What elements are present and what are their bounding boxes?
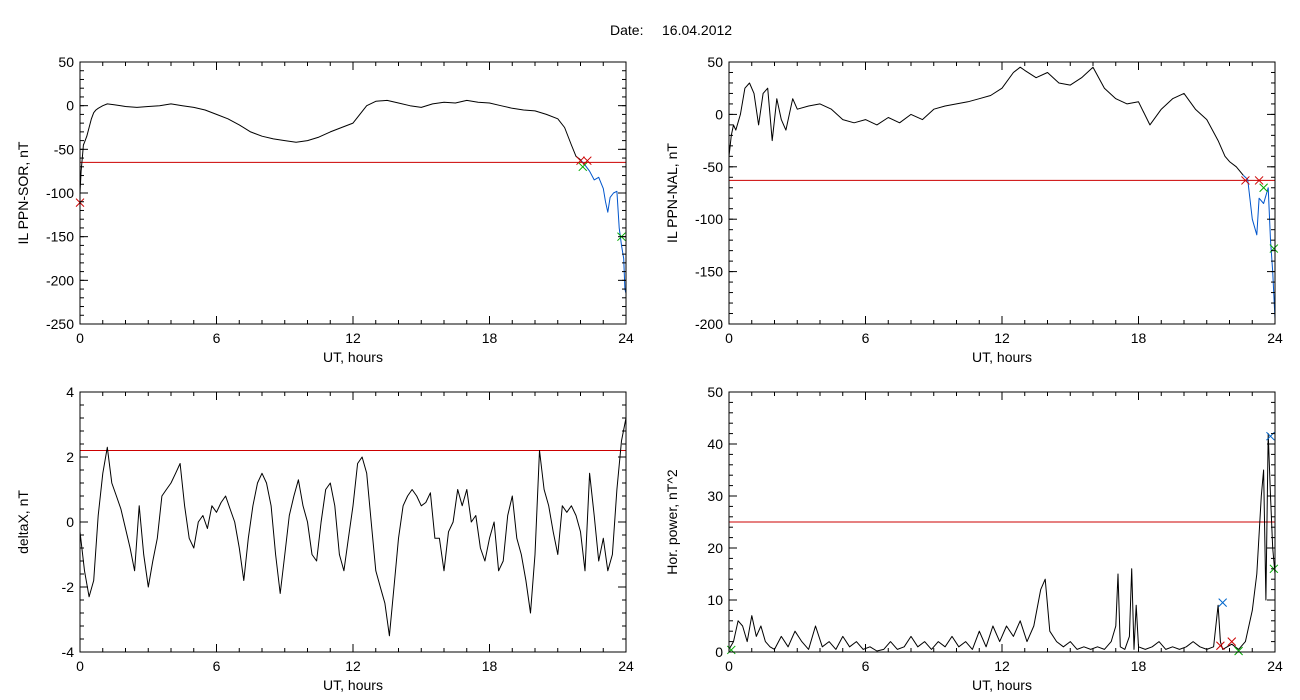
plot-il-ppn-nal: 0 6 12 18 24 50 0 -50 -100 -150 -200 UT, hours IL PP… [664,54,1283,365]
x-tick-label: 18 [1131,330,1147,346]
x-tick-label: 24 [618,658,634,674]
x-tick-label: 12 [994,658,1010,674]
marker-red-cross [1216,641,1225,651]
date-value: 16.04.2012 [662,22,732,38]
marker-green-cross [1269,244,1279,253]
y-tick-label: -4 [62,644,75,660]
x-axis-label: UT, hours [972,349,1032,365]
x-tick-label: 18 [482,330,498,346]
x-tick-label: 0 [725,658,733,674]
series-line [79,99,581,194]
y-tick-label: 0 [66,98,74,114]
y-tick-label: 10 [707,592,723,608]
y-tick-label: -100 [695,211,723,227]
x-tick-label: 12 [345,658,361,674]
x-tick-label: 6 [213,330,221,346]
x-tick-label: 24 [618,330,634,346]
x-tick-label: 12 [345,330,361,346]
plot-frame [79,391,627,653]
x-tick-label: 0 [76,330,84,346]
series-line [79,417,627,637]
y-tick-label: 50 [707,384,723,400]
marker-blue-cross [1218,598,1228,607]
series-line [728,66,1244,176]
marker-green-cross [578,162,588,172]
y-tick-label: -150 [695,264,723,280]
y-axis-label: deltaX, nT [15,490,31,554]
y-tick-label: 50 [707,54,723,70]
y-tick-label: 4 [66,384,74,400]
x-tick-label: 24 [1267,658,1283,674]
marker-red-cross [576,156,585,166]
marker-red-cross [1227,637,1237,646]
x-tick-label: 0 [76,658,84,674]
x-tick-label: 18 [1131,658,1147,674]
marker-green-cross [726,645,736,655]
y-tick-label: -250 [46,316,74,332]
plot-il-ppn-sor: 0 6 12 18 24 50 0 -50 -100 -150 -200 -250 UT, hours I… [15,54,634,365]
y-axis-label: IL PPN-SOR, nT [15,141,31,244]
plot-frame [79,61,627,325]
y-axis-label: Hor. power, nT^2 [664,469,680,575]
x-tick-label: 24 [1267,330,1283,346]
x-tick-label: 0 [725,330,733,346]
marker-red-cross [582,156,592,166]
y-tick-label: 50 [58,54,74,70]
y-tick-label: 0 [66,514,74,530]
y-tick-label: 40 [707,436,723,452]
y-tick-label: -100 [46,185,74,201]
y-tick-label: -200 [695,316,723,332]
x-tick-label: 12 [994,330,1010,346]
marker-green-cross [1259,183,1268,193]
x-tick-label: 6 [213,658,221,674]
series-event-line [580,159,627,294]
y-axis-label: IL PPN-NAL, nT [664,143,680,243]
series-event-line [1242,174,1276,319]
x-axis-label: UT, hours [323,677,383,693]
plot-frame [728,61,1276,325]
x-axis-label: UT, hours [323,349,383,365]
y-tick-label: -50 [703,159,723,175]
y-tick-label: 0 [715,106,723,122]
x-tick-label: 18 [482,658,498,674]
y-tick-label: -150 [46,229,74,245]
x-tick-label: 6 [862,658,870,674]
plot-hor-power: 0 6 12 18 24 50 40 30 20 10 0 UT, hours Hor. power, … [664,384,1283,693]
marker-red-cross [1254,176,1264,185]
y-tick-label: -50 [54,141,74,157]
y-tick-label: 30 [707,488,723,504]
y-tick-label: 0 [715,644,723,660]
x-tick-label: 6 [862,330,870,346]
marker-green-cross [1234,646,1243,656]
y-tick-label: 20 [707,540,723,556]
y-tick-label: 2 [66,449,74,465]
plot-deltax: 0 6 12 18 24 4 2 0 -2 -4 UT, hours deltaX, nT [15,384,634,693]
y-tick-label: -200 [46,272,74,288]
date-label: Date: [610,22,643,38]
series-line [728,433,1276,652]
marker-red-cross [1241,176,1250,185]
y-tick-label: -2 [62,579,75,595]
x-axis-label: UT, hours [972,677,1032,693]
